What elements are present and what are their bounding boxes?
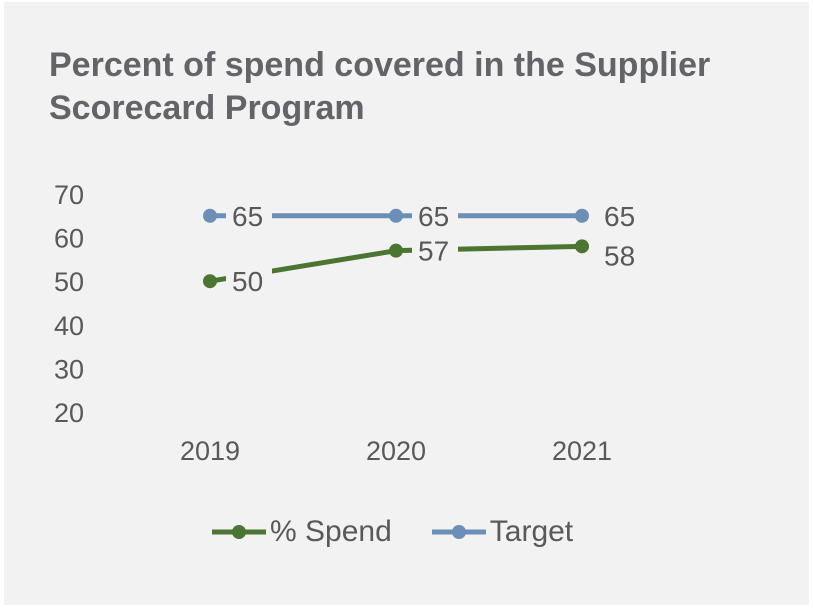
legend-label-spend: % Spend	[270, 515, 392, 548]
data-label-bg	[598, 200, 644, 233]
legend-marker-target	[431, 525, 486, 539]
data-point	[575, 208, 589, 223]
x-tick-label: 2021	[552, 436, 612, 466]
legend-marker-spend	[212, 525, 266, 539]
legend-label-target: Target	[489, 515, 574, 548]
data-label-bg	[412, 200, 458, 233]
data-label: 50	[232, 266, 263, 297]
y-tick-label: 70	[54, 180, 84, 210]
chart-panel	[4, 2, 809, 605]
legend-item-spend[interactable]: % Spend	[210, 515, 392, 549]
data-label: 65	[604, 201, 635, 232]
chart-legend: % Spend Target	[210, 512, 573, 552]
data-point	[389, 208, 403, 223]
legend-item-target[interactable]: Target	[430, 515, 573, 549]
chart-title-line-1: Percent of spend covered in the Supplier	[49, 46, 711, 84]
data-label: 58	[604, 240, 635, 271]
data-label: 65	[232, 201, 263, 232]
chart-title-line-2: Scorecard Program	[49, 89, 365, 127]
y-tick-label: 40	[54, 311, 84, 341]
y-tick-label: 50	[54, 267, 84, 297]
data-label: 65	[418, 201, 449, 232]
data-label-bg	[226, 266, 272, 299]
y-tick-label: 20	[54, 398, 84, 428]
chart-title: Percent of spend covered in the Supplier…	[49, 44, 789, 130]
data-point	[575, 239, 589, 254]
y-tick-label: 30	[54, 354, 84, 384]
data-point	[203, 208, 217, 223]
x-tick-label: 2019	[180, 436, 240, 466]
data-label-bg	[226, 200, 272, 233]
x-tick-label: 2020	[366, 436, 426, 466]
data-point	[203, 274, 217, 289]
data-label: 57	[418, 236, 449, 267]
data-label-bg	[412, 235, 458, 268]
data-point	[389, 243, 403, 258]
y-tick-label: 60	[54, 224, 84, 254]
